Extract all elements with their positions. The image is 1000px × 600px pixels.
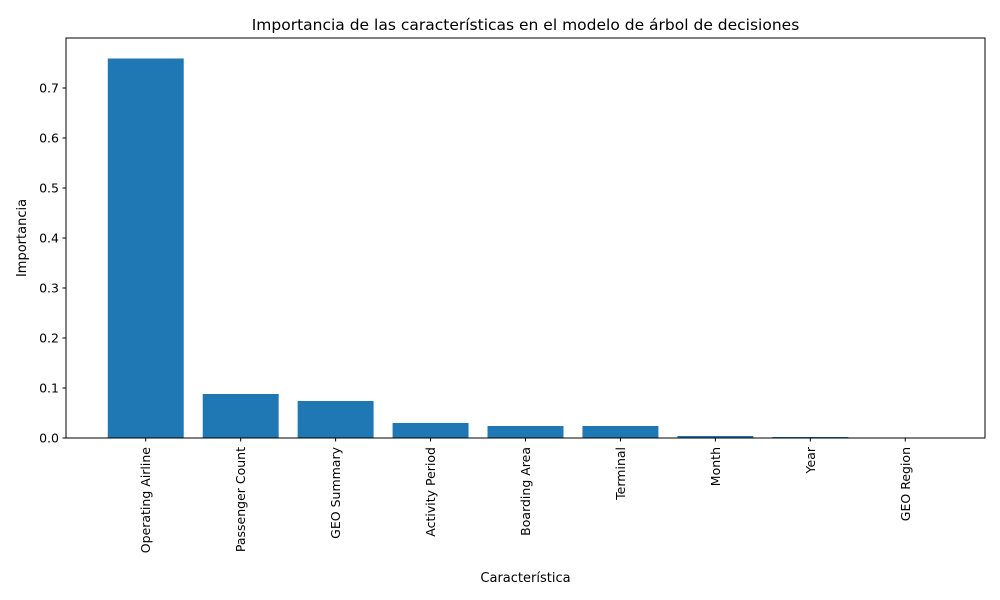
x-tick-label-passenger-count: Passenger Count	[233, 447, 248, 552]
bar-boarding-area	[487, 426, 564, 438]
bar-terminal	[582, 426, 659, 438]
x-tick-label-month: Month	[708, 447, 723, 486]
y-tick-label: 0.3	[39, 281, 59, 296]
x-tick-label-year: Year	[803, 446, 818, 474]
bar-activity-period	[392, 423, 469, 438]
x-tick-label-terminal: Terminal	[613, 447, 628, 501]
x-tick-label-activity-period: Activity Period	[423, 447, 438, 537]
x-tick-label-operating-airline: Operating Airline	[138, 447, 153, 553]
x-tick-label-boarding-area: Boarding Area	[518, 447, 533, 536]
y-tick-label: 0.5	[39, 181, 59, 196]
x-tick-label-geo-region: GEO Region	[898, 447, 913, 521]
y-tick-label: 0.7	[39, 81, 59, 96]
y-axis-label: Importancia	[15, 199, 30, 277]
chart-title: Importancia de las características en el…	[252, 16, 800, 34]
y-axis-ticks: 0.0 0.1 0.2 0.3 0.4 0.5 0.6 0.7	[39, 81, 66, 446]
bar-operating-airline	[107, 58, 184, 438]
bar-month	[677, 436, 754, 438]
x-axis-ticks: Operating Airline Passenger Count GEO Summ…	[138, 438, 913, 553]
y-tick-label: 0.0	[39, 431, 59, 446]
x-tick-label-geo-summary: GEO Summary	[328, 446, 343, 538]
y-tick-label: 0.1	[39, 381, 59, 396]
y-tick-label: 0.2	[39, 331, 59, 346]
plot-area-frame	[65, 37, 986, 439]
bars-layer	[107, 58, 944, 439]
bar-geo-summary	[297, 401, 374, 438]
y-tick-label: 0.4	[39, 231, 59, 246]
bar-passenger-count	[202, 394, 279, 438]
y-tick-label: 0.6	[39, 131, 59, 146]
x-axis-label: Característica	[480, 571, 570, 586]
